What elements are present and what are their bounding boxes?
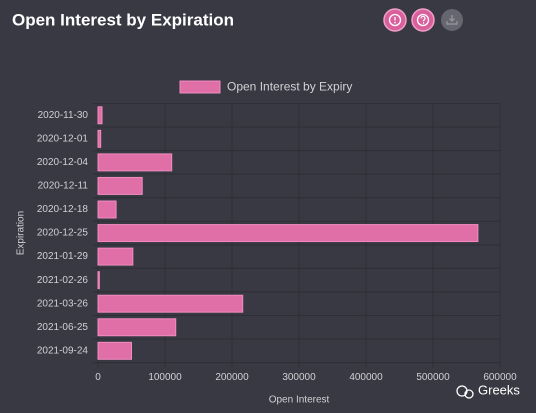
y-tick-label: 2021-02-26 — [37, 275, 89, 286]
bar — [97, 153, 173, 172]
watermark: Greeks — [456, 382, 520, 399]
page-title: Open Interest by Expiration — [12, 10, 234, 29]
x-tick-label: 400000 — [349, 372, 383, 383]
legend-swatch — [179, 80, 221, 94]
bar — [97, 247, 134, 266]
bar — [97, 224, 479, 243]
y-tick-label: 2020-12-11 — [38, 181, 89, 192]
bar — [97, 176, 143, 195]
y-tick-label: 2021-03-26 — [37, 298, 89, 309]
x-tick-label: 600000 — [483, 372, 517, 383]
y-tick-label: 2021-09-24 — [37, 345, 89, 356]
download-button[interactable] — [441, 9, 463, 31]
bar — [97, 106, 103, 125]
help-button[interactable] — [411, 8, 435, 32]
y-tick-label: 2020-11-30 — [38, 110, 89, 121]
bar — [97, 294, 244, 313]
bar — [97, 200, 117, 219]
x-axis-label: Open Interest — [269, 395, 330, 406]
watermark-text: Greeks — [478, 382, 520, 397]
y-tick-label: 2021-01-29 — [37, 251, 89, 262]
x-tick-label: 200000 — [215, 372, 249, 383]
bar — [97, 341, 132, 360]
bar — [97, 271, 100, 290]
x-tick-label: 300000 — [282, 372, 316, 383]
y-tick-label: 2020-12-25 — [37, 228, 89, 239]
bar — [97, 318, 177, 337]
y-tick-label: 2020-12-18 — [37, 204, 89, 215]
x-tick-label: 500000 — [416, 372, 450, 383]
info-button[interactable] — [383, 8, 407, 32]
y-tick-label: 2020-12-01 — [37, 133, 89, 144]
y-tick-label: 2020-12-04 — [37, 157, 89, 168]
legend-label: Open Interest by Expiry — [227, 80, 352, 94]
y-axis-label: Expiration — [16, 211, 27, 255]
y-tick-label: 2021-06-25 — [37, 322, 89, 333]
x-tick-label: 100000 — [148, 372, 182, 383]
bar — [97, 129, 102, 148]
x-tick-label: 0 — [95, 372, 101, 383]
